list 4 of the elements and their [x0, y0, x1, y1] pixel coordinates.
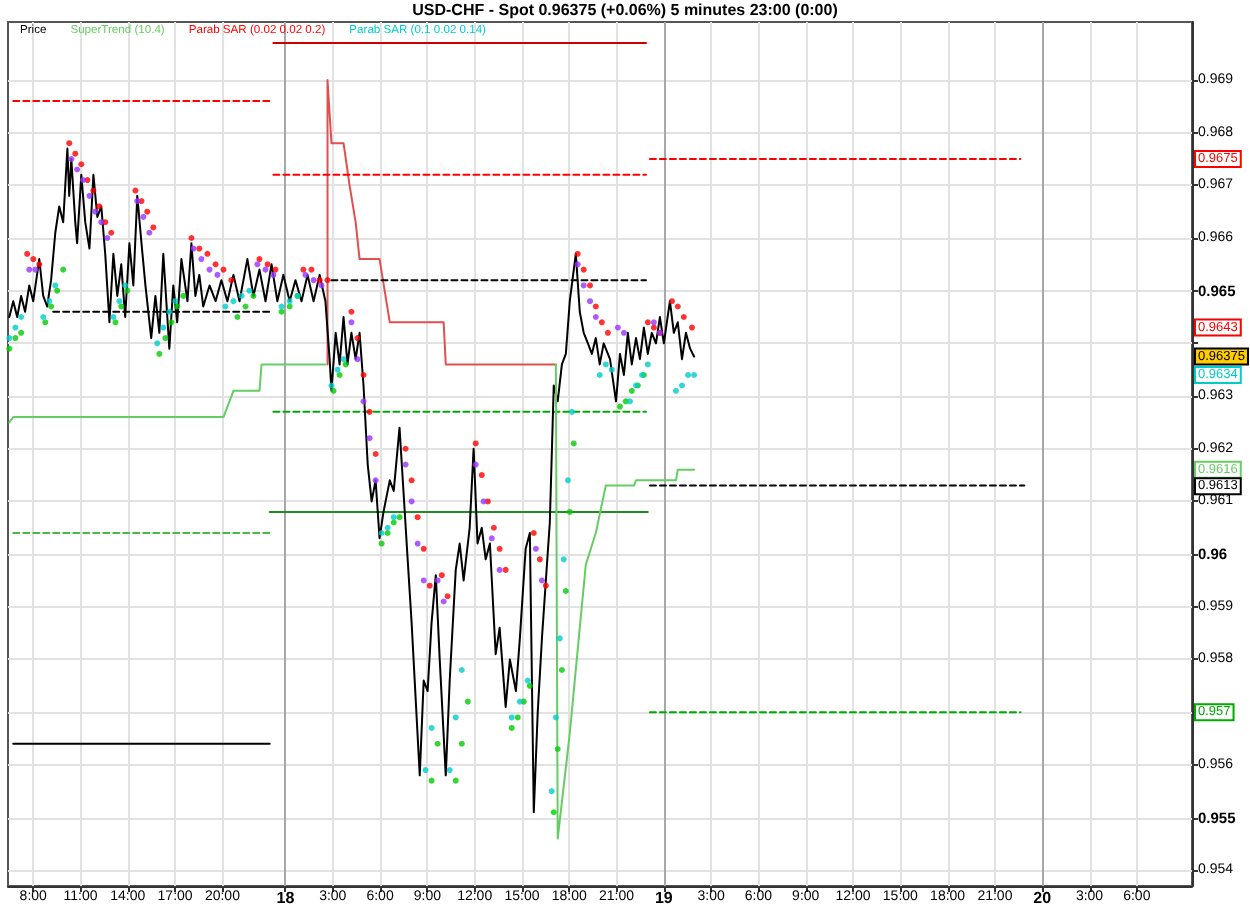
chart-title: USD-CHF - Spot 0.96375 (+0.06%) 5 minutes 23:00 (0:00) [412, 1, 839, 19]
x-tick-label: 19 [654, 889, 674, 907]
x-tick-label: 20 [1033, 889, 1053, 907]
x-tick-label: 18 [276, 889, 296, 907]
